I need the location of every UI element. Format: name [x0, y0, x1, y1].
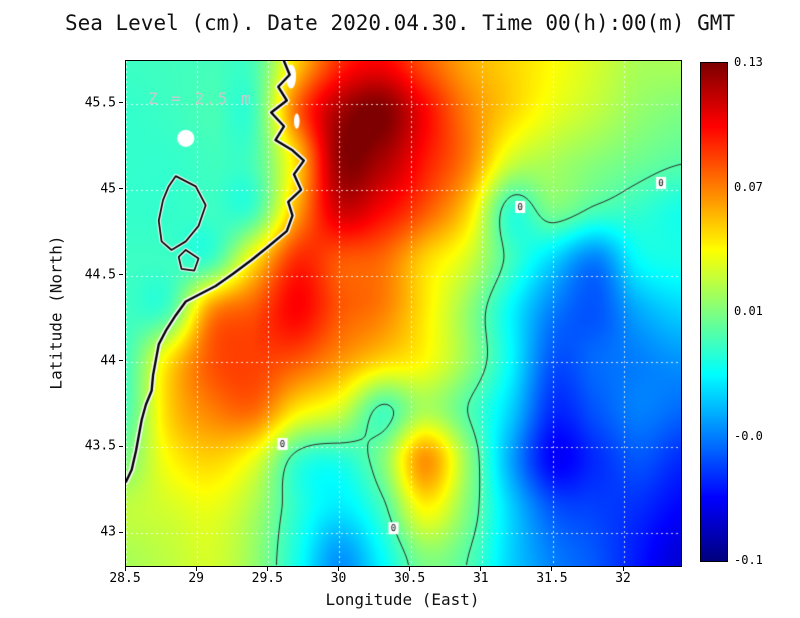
x-tick-mark: [551, 567, 553, 571]
y-tick-mark: [119, 531, 123, 533]
y-tick-mark: [119, 274, 123, 276]
x-tick-label: 32: [615, 571, 631, 586]
plot-area: Z = 2.5 m: [125, 60, 682, 567]
y-tick-label: 44.5: [84, 267, 116, 283]
y-tick-mark: [119, 188, 123, 190]
x-tick-label: 28.5: [109, 571, 141, 586]
x-tick-mark: [124, 567, 126, 571]
y-tick-mark: [119, 360, 123, 362]
x-tick-mark: [266, 567, 268, 571]
x-tick-label: 30: [330, 571, 347, 586]
y-axis-label: Latitude (North): [46, 235, 66, 390]
colorbar-tick-label: 0.01: [734, 304, 763, 318]
colorbar-tick-label: -0.0: [734, 428, 763, 443]
colorbar-tick-label: 0.13: [734, 55, 763, 69]
x-tick-label: 29.5: [251, 571, 283, 586]
y-tick-label: 45.5: [84, 95, 116, 111]
colorbar-canvas: [701, 63, 727, 561]
depth-annotation: Z = 2.5 m: [148, 89, 253, 108]
y-tick-mark: [119, 445, 123, 447]
x-axis-label: Longitude (East): [325, 590, 480, 609]
chart-title: Sea Level (cm). Date 2020.04.30. Time 00…: [64, 11, 736, 35]
x-tick-mark: [337, 567, 339, 571]
y-tick-label: 43: [100, 524, 116, 540]
x-tick-label: 31: [472, 571, 489, 586]
x-tick-mark: [409, 567, 411, 571]
x-tick-mark: [195, 567, 197, 571]
x-tick-mark: [622, 567, 624, 571]
x-tick-label: 29: [188, 571, 204, 586]
y-tick-label: 43.5: [84, 438, 116, 454]
colorbar: [700, 62, 728, 562]
heatmap-canvas: [126, 61, 681, 566]
colorbar-tick-label: -0.1: [734, 553, 763, 567]
x-tick-label: 31.5: [536, 571, 568, 586]
x-tick-mark: [480, 567, 482, 571]
y-tick-label: 45: [100, 181, 116, 197]
colorbar-tick-label: 0.07: [734, 179, 763, 194]
y-tick-mark: [119, 102, 123, 104]
x-tick-label: 30.5: [393, 571, 426, 586]
y-tick-label: 44: [100, 353, 116, 369]
